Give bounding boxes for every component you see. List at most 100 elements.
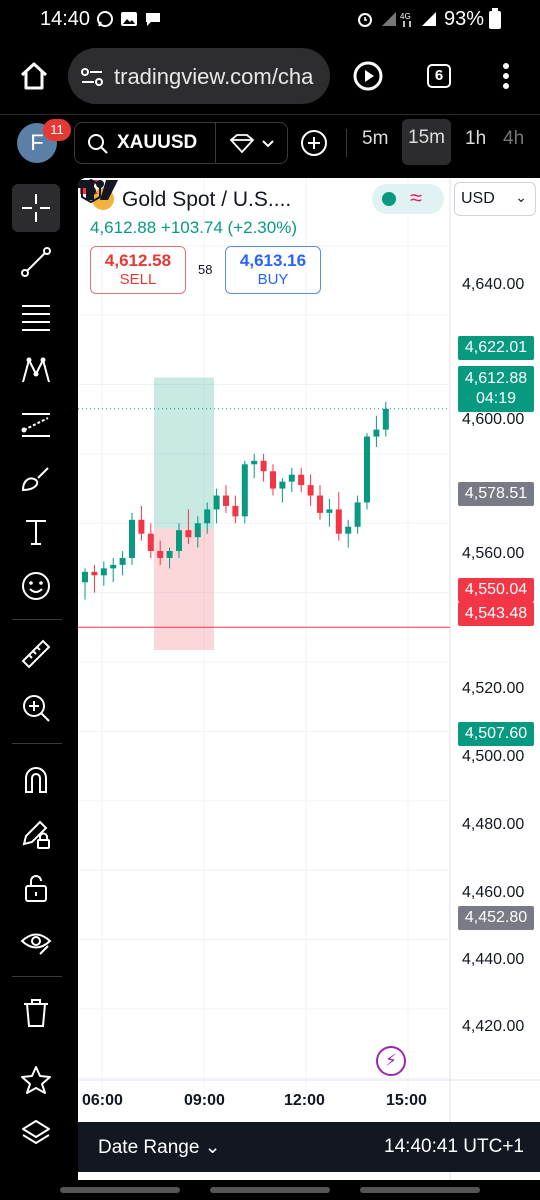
search-icon xyxy=(88,134,108,154)
buy-button[interactable]: 4,613.16 BUY xyxy=(225,246,321,294)
url-bar[interactable]: tradingview.com/cha xyxy=(68,48,330,104)
sell-button[interactable]: 4,612.58 SELL xyxy=(90,246,186,294)
nav-home[interactable] xyxy=(210,1187,330,1193)
stop-price-tag: 4,543.48 xyxy=(458,602,534,626)
timeframe-4h[interactable]: 4h xyxy=(503,128,525,149)
menu-dots-icon[interactable] xyxy=(498,60,514,92)
layers-icon xyxy=(22,1120,50,1144)
chart-toolbar: F 11 XAUUSD 5m 15m 1h 4h xyxy=(0,114,540,170)
candle-body xyxy=(232,505,239,517)
candle-body xyxy=(345,526,352,534)
text-icon xyxy=(26,520,46,545)
spread-value: 58 xyxy=(198,262,213,277)
zoom-tool[interactable] xyxy=(12,684,60,732)
symbol-search[interactable]: XAUUSD xyxy=(74,122,288,164)
time-tick: 06:00 xyxy=(82,1092,123,1109)
object-tree-tool[interactable] xyxy=(12,1110,60,1158)
date-range-label: Date Range xyxy=(98,1137,200,1158)
price-tag: 4,507.60 xyxy=(458,722,534,746)
candle-body xyxy=(260,460,267,472)
site-settings-icon[interactable] xyxy=(80,66,104,88)
nav-back[interactable] xyxy=(360,1187,480,1193)
price-tick: 4,640.00 xyxy=(462,276,525,293)
legend-title[interactable]: Gold Spot / U.S.... xyxy=(122,188,292,211)
home-icon[interactable] xyxy=(18,60,50,92)
ruler-icon xyxy=(21,639,51,669)
timeframe-15m[interactable]: 15m xyxy=(402,119,451,165)
currency-select[interactable]: USD ⌄ xyxy=(454,182,536,216)
target-price-tag: 4,622.01 xyxy=(458,336,534,360)
remove-drawings-tool[interactable] xyxy=(12,988,60,1036)
candle-body xyxy=(185,530,192,538)
timeframe-1h[interactable]: 1h xyxy=(465,128,487,149)
brush-tool[interactable] xyxy=(12,454,60,502)
chart-clock[interactable]: 14:40:41 UTC+1 xyxy=(384,1136,524,1157)
timeframe-5m[interactable]: 5m xyxy=(362,128,389,149)
system-nav-bar xyxy=(0,1180,540,1200)
magnet-icon xyxy=(25,767,47,793)
last-price-value: 4,612.88 xyxy=(464,370,528,387)
lightning-icon[interactable]: ⚡ xyxy=(376,1046,406,1076)
candle-body xyxy=(82,571,88,583)
price-tag: 4,452.80 xyxy=(458,906,534,930)
tools-divider xyxy=(12,743,62,744)
pattern-tool[interactable] xyxy=(12,346,60,394)
chevron-down-icon: ⌄ xyxy=(515,189,527,205)
toolbar-divider xyxy=(346,129,347,157)
candle-body xyxy=(194,523,201,538)
position-target-zone xyxy=(154,377,214,529)
tab-switcher-button[interactable]: 6 xyxy=(427,64,451,88)
date-range-button[interactable]: Date Range ⌄ xyxy=(98,1137,221,1158)
candle-body xyxy=(364,436,370,503)
hide-drawings-tool[interactable] xyxy=(12,918,60,966)
magnet-tool[interactable] xyxy=(12,756,60,804)
diamond-icon[interactable] xyxy=(227,133,277,155)
candle-body xyxy=(298,474,305,486)
text-tool[interactable] xyxy=(12,508,60,556)
trend-line-tool[interactable] xyxy=(12,238,60,286)
candle-body xyxy=(110,564,117,569)
watchlist-tool[interactable] xyxy=(12,1056,60,1104)
price-tick: 4,520.00 xyxy=(462,680,525,697)
candle-body xyxy=(241,464,248,517)
price-chart[interactable]: Gold Spot / U.S.... ≈ USD ⌄ 4,612.88 +10… xyxy=(78,178,540,1180)
market-status-pill[interactable]: ≈ xyxy=(372,184,444,214)
candle-body xyxy=(91,571,98,576)
unlock-icon xyxy=(25,875,47,902)
time-tick: 15:00 xyxy=(386,1092,427,1109)
add-indicator-icon[interactable] xyxy=(300,129,328,157)
projection-tool[interactable] xyxy=(12,400,60,448)
candle-body xyxy=(157,551,164,558)
candle-body xyxy=(270,471,276,489)
price-tick: 4,480.00 xyxy=(462,816,525,833)
buy-label: BUY xyxy=(257,271,289,288)
entry-price-tag: 4,578.51 xyxy=(458,482,534,506)
sell-label: SELL xyxy=(119,271,157,288)
bar-countdown: 04:19 xyxy=(475,390,517,407)
nav-recent[interactable] xyxy=(60,1187,180,1193)
crosshair-icon xyxy=(22,194,50,222)
play-icon[interactable] xyxy=(352,60,384,92)
price-tick: 4,560.00 xyxy=(462,545,525,562)
chart-footer: Date Range ⌄ 14:40:41 UTC+1 xyxy=(78,1122,540,1172)
candle-body xyxy=(279,481,286,489)
chart-canvas[interactable] xyxy=(78,178,540,1180)
zoom-in-icon xyxy=(23,695,50,722)
symbol-name: XAUUSD xyxy=(117,132,198,153)
notification-badge: 11 xyxy=(43,119,71,141)
svg-text:4G: 4G xyxy=(400,12,411,21)
chart-settings-icon[interactable] xyxy=(78,178,104,204)
candle-body xyxy=(129,519,135,558)
measure-tool[interactable] xyxy=(12,630,60,678)
url-text: tradingview.com/cha xyxy=(114,64,314,89)
emoji-tool[interactable] xyxy=(12,562,60,610)
wave-icon: ≈ xyxy=(410,185,423,210)
line-price-tag: 4,550.04 xyxy=(458,578,534,602)
lock-drawings-tool[interactable] xyxy=(12,810,60,858)
crosshair-tool[interactable] xyxy=(12,184,60,232)
lock-tool[interactable] xyxy=(12,864,60,912)
fib-tool[interactable] xyxy=(12,292,60,340)
candle-body xyxy=(373,429,380,437)
last-price-tag: 4,612.88 04:19 xyxy=(458,366,534,412)
status-time: 14:40 xyxy=(40,8,91,30)
